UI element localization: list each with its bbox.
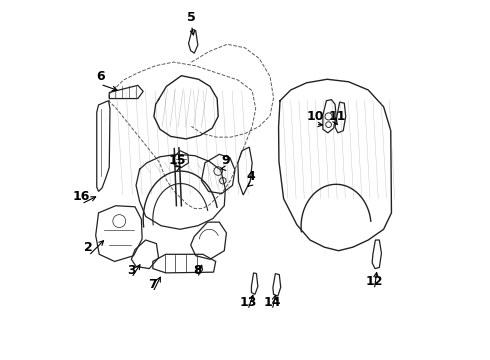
Text: 3: 3 <box>127 264 136 276</box>
Text: 7: 7 <box>148 278 157 291</box>
Text: 15: 15 <box>169 154 186 167</box>
Text: 2: 2 <box>84 241 93 255</box>
Text: 6: 6 <box>96 70 105 83</box>
Text: 9: 9 <box>221 154 230 167</box>
Text: 10: 10 <box>307 110 324 123</box>
Text: 5: 5 <box>187 11 196 24</box>
Text: 13: 13 <box>239 296 257 309</box>
Text: 12: 12 <box>366 275 383 288</box>
Text: 4: 4 <box>246 170 255 183</box>
Text: 8: 8 <box>194 264 202 276</box>
Text: 16: 16 <box>73 190 90 203</box>
Text: 11: 11 <box>328 110 346 123</box>
Text: 14: 14 <box>264 296 281 309</box>
